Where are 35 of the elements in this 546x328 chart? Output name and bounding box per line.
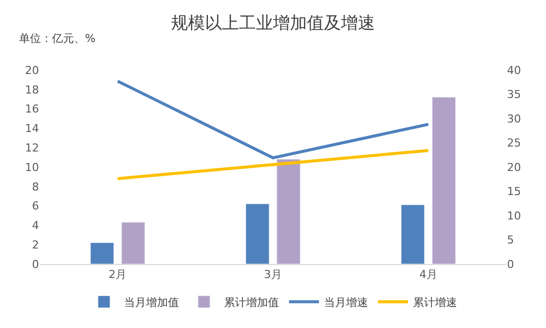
y2-tick-label: 30	[507, 112, 521, 126]
y2-tick-label: 5	[507, 234, 514, 247]
y-tick-label: 18	[25, 83, 39, 96]
y-tick-label: 4	[32, 219, 39, 232]
y-tick-label: 8	[32, 180, 39, 194]
bar	[432, 96, 456, 264]
bar	[400, 204, 425, 264]
bar	[246, 204, 270, 264]
y2-tick-label: 10	[507, 209, 521, 222]
y2-tick-label: 25	[507, 136, 521, 150]
legend-label: 累计增速	[413, 296, 457, 310]
y-tick-label: 14	[25, 122, 39, 136]
bar	[90, 242, 114, 264]
y2-tick-label: 40	[507, 64, 521, 77]
legend-label: 累计增加值	[224, 296, 279, 310]
y2-tick-label: 15	[507, 185, 521, 198]
bar	[121, 222, 146, 264]
legend-label: 当月增速	[324, 296, 368, 310]
y-tick-label: 0	[32, 258, 39, 271]
y-tick-label: 16	[25, 102, 39, 116]
bar	[276, 158, 300, 264]
y2-tick-label: 35	[507, 88, 521, 102]
x-tick-label: 2月	[108, 268, 127, 282]
x-tick-label: 3月	[264, 268, 282, 282]
y-tick-label: 20	[25, 64, 39, 77]
legend-label: 当月增加值	[124, 296, 179, 310]
y-tick-label: 6	[32, 200, 39, 213]
y-tick-label: 12	[25, 141, 39, 154]
x-tick-label: 4月	[419, 268, 438, 282]
y-tick-label: 2	[32, 238, 39, 252]
text: 单位：亿元、%	[19, 32, 96, 45]
chart-title: 规模以上工业增加值及增速	[171, 13, 375, 34]
y2-tick-label: 20	[507, 160, 521, 174]
y2-tick-label: 0	[507, 258, 514, 271]
y-tick-label: 10	[25, 160, 39, 174]
